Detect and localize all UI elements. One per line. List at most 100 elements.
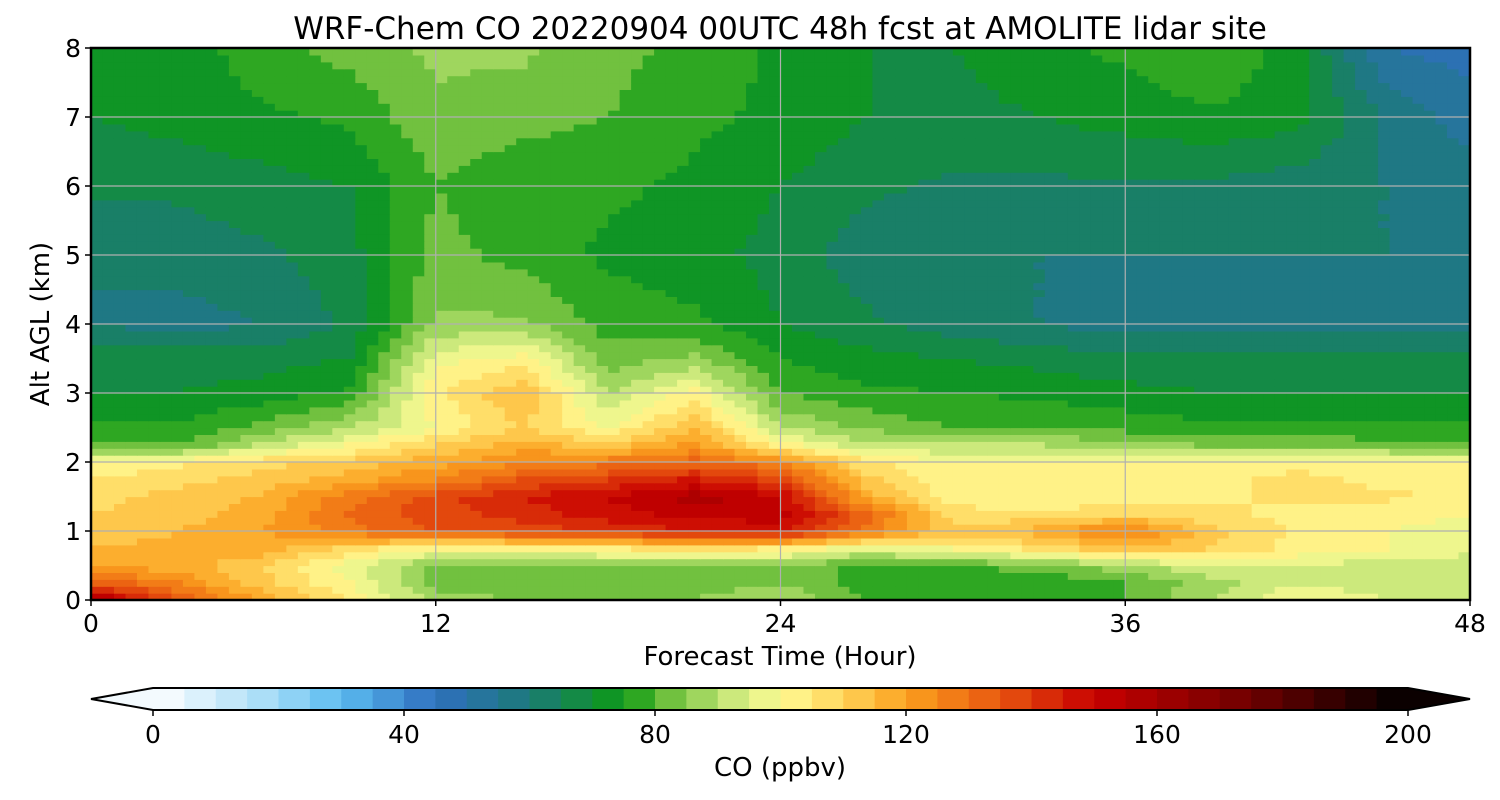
heatmap-cell — [263, 537, 276, 546]
heatmap-cell — [148, 406, 161, 415]
heatmap-cell — [1401, 351, 1414, 360]
heatmap-cell — [1240, 393, 1253, 401]
heatmap-cell — [872, 475, 885, 484]
heatmap-cell — [1102, 427, 1115, 435]
heatmap-cell — [814, 489, 828, 498]
heatmap-cell — [1228, 434, 1241, 442]
heatmap-cell — [814, 351, 828, 360]
heatmap-cell — [1148, 579, 1161, 587]
heatmap-cell — [734, 468, 747, 477]
heatmap-cell — [631, 524, 644, 532]
heatmap-cell — [757, 510, 770, 518]
heatmap-cell — [734, 524, 747, 532]
heatmap-cell — [952, 524, 965, 532]
heatmap-cell — [654, 399, 667, 408]
heatmap-cell — [1125, 496, 1138, 504]
heatmap-cell — [1205, 379, 1218, 387]
heatmap-cell — [1159, 448, 1172, 456]
heatmap-cell — [1355, 475, 1368, 484]
heatmap-cell — [1228, 510, 1241, 518]
heatmap-cell — [906, 427, 919, 435]
heatmap-cell — [677, 330, 690, 339]
heatmap-cell — [309, 393, 322, 401]
heatmap-cell — [1102, 455, 1115, 463]
heatmap-cell — [872, 496, 885, 504]
heatmap-cell — [1136, 406, 1149, 415]
heatmap-cell — [711, 330, 724, 339]
heatmap-cell — [803, 565, 816, 573]
heatmap-cell — [987, 379, 1000, 387]
heatmap-cell — [711, 344, 724, 353]
heatmap-cell — [780, 386, 793, 394]
heatmap-cell — [412, 379, 425, 387]
heatmap-cell — [343, 544, 356, 553]
heatmap-cell — [1401, 406, 1414, 415]
heatmap-cell — [700, 537, 713, 546]
heatmap-cell — [1309, 420, 1322, 429]
heatmap-cell — [711, 551, 724, 560]
heatmap-cell — [642, 503, 655, 511]
heatmap-cell — [1182, 393, 1195, 401]
heatmap-cell — [562, 330, 575, 339]
heatmap-cell — [1435, 551, 1448, 560]
heatmap-cell — [757, 531, 770, 539]
heatmap-cell — [1435, 420, 1448, 429]
heatmap-cell — [860, 496, 874, 504]
heatmap-cell — [734, 593, 747, 600]
heatmap-cell — [378, 427, 391, 435]
heatmap-cell — [608, 379, 621, 387]
heatmap-cell — [596, 544, 609, 553]
heatmap-cell — [562, 310, 575, 318]
heatmap-cell — [780, 406, 793, 415]
heatmap-cell — [493, 420, 506, 429]
heatmap-cell — [711, 455, 724, 463]
heatmap-cell — [746, 324, 759, 332]
heatmap-cell — [619, 544, 632, 553]
heatmap-cell — [1033, 468, 1046, 477]
heatmap-cell — [1125, 482, 1138, 491]
heatmap-cell — [136, 406, 150, 415]
heatmap-cell — [297, 593, 310, 600]
heatmap-cell — [1458, 406, 1470, 415]
heatmap-cell — [1263, 413, 1276, 422]
heatmap-cell — [654, 441, 667, 449]
heatmap-cell — [998, 537, 1011, 546]
heatmap-cell — [631, 468, 644, 477]
heatmap-cell — [849, 517, 862, 525]
heatmap-cell — [688, 337, 701, 346]
heatmap-cell — [1435, 337, 1448, 346]
heatmap-cell — [343, 593, 356, 600]
heatmap-cell — [424, 551, 437, 560]
heatmap-cell — [860, 434, 874, 442]
heatmap-cell — [964, 558, 977, 567]
heatmap-cell — [355, 517, 368, 525]
heatmap-cell — [826, 358, 839, 366]
heatmap-cell — [631, 427, 644, 435]
heatmap-cell — [1274, 406, 1287, 415]
heatmap-cell — [998, 317, 1011, 325]
heatmap-cell — [780, 379, 793, 387]
heatmap-cell — [332, 551, 345, 560]
heatmap-cell — [401, 503, 414, 511]
heatmap-cell — [895, 317, 908, 325]
heatmap-cell — [1424, 434, 1437, 442]
heatmap-cell — [274, 317, 287, 325]
heatmap-cell — [493, 441, 506, 449]
heatmap-cell — [1343, 393, 1356, 401]
heatmap-cell — [596, 572, 609, 580]
heatmap-cell — [263, 330, 276, 339]
heatmap-cell — [1447, 372, 1460, 380]
heatmap-cell — [343, 551, 356, 560]
heatmap-cell — [872, 399, 885, 408]
heatmap-cell — [1458, 448, 1470, 456]
heatmap-cell — [113, 579, 127, 587]
heatmap-cell — [1136, 434, 1149, 442]
heatmap-cell — [849, 558, 862, 567]
heatmap-cell — [573, 330, 586, 339]
heatmap-cell — [1320, 524, 1333, 532]
heatmap-cell — [1251, 455, 1264, 463]
heatmap-cell — [343, 420, 356, 429]
heatmap-cell — [378, 510, 391, 518]
heatmap-cell — [688, 565, 701, 573]
heatmap-cell — [458, 496, 471, 504]
